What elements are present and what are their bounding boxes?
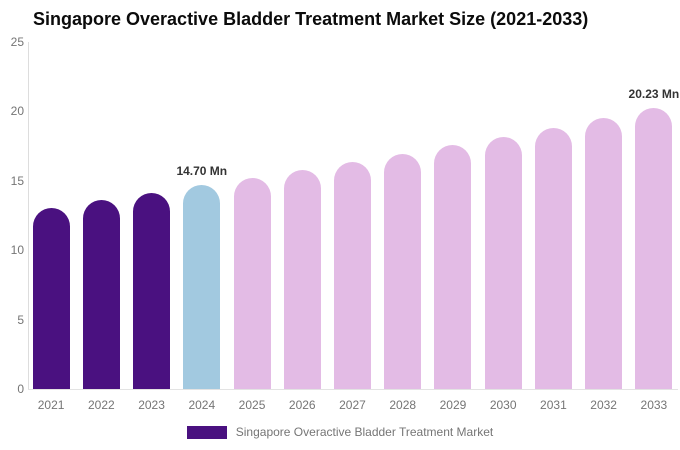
bar-2023 bbox=[133, 192, 171, 389]
bar-2033 bbox=[635, 108, 673, 389]
bar-2029 bbox=[434, 145, 472, 389]
x-axis-label-2028: 2028 bbox=[389, 398, 417, 412]
y-axis-tick-label: 10 bbox=[10, 243, 24, 258]
x-axis-label-2029: 2029 bbox=[439, 398, 467, 412]
x-axis-label-2025: 2025 bbox=[238, 398, 266, 412]
y-axis-tick-label: 20 bbox=[10, 104, 24, 119]
y-axis-tick-label: 15 bbox=[10, 173, 24, 188]
bar-2025 bbox=[233, 177, 271, 389]
x-axis-label-2023: 2023 bbox=[138, 398, 165, 412]
x-axis-label-2027: 2027 bbox=[339, 398, 366, 412]
legend: Singapore Overactive Bladder Treatment M… bbox=[0, 425, 680, 439]
x-axis-label-2021: 2021 bbox=[37, 398, 65, 412]
bar-2032 bbox=[585, 118, 623, 389]
data-label-2024: 14.70 Mn bbox=[176, 163, 228, 178]
x-axis-label-2026: 2026 bbox=[288, 398, 316, 412]
bar-2028 bbox=[384, 153, 422, 389]
y-axis-tick-label: 5 bbox=[17, 312, 24, 327]
bar-2022 bbox=[82, 200, 120, 389]
legend-swatch bbox=[186, 425, 227, 439]
x-axis-label-2022: 2022 bbox=[87, 398, 115, 412]
chart-title: Singapore Overactive Bladder Treatment M… bbox=[33, 9, 589, 29]
legend-label: Singapore Overactive Bladder Treatment M… bbox=[235, 425, 494, 439]
x-axis-label-2032: 2032 bbox=[590, 398, 617, 412]
x-axis-label-2031: 2031 bbox=[540, 398, 567, 412]
bar-2031 bbox=[534, 127, 572, 389]
x-axis-label-2030: 2030 bbox=[489, 398, 517, 412]
data-label-2033: 20.23 Mn bbox=[628, 87, 680, 102]
x-axis-label-2033: 2033 bbox=[640, 398, 668, 412]
y-axis-tick-label: 25 bbox=[10, 35, 24, 49]
bar-2030 bbox=[484, 136, 522, 389]
bar-2024 bbox=[183, 184, 221, 389]
bar-2026 bbox=[283, 169, 321, 389]
y-axis-line bbox=[28, 42, 29, 390]
bar-2021 bbox=[32, 207, 70, 389]
bar-2027 bbox=[334, 162, 371, 389]
y-axis-tick-label: 0 bbox=[17, 382, 24, 396]
x-axis-label-2024: 2024 bbox=[188, 398, 216, 412]
x-axis-line bbox=[28, 389, 678, 390]
